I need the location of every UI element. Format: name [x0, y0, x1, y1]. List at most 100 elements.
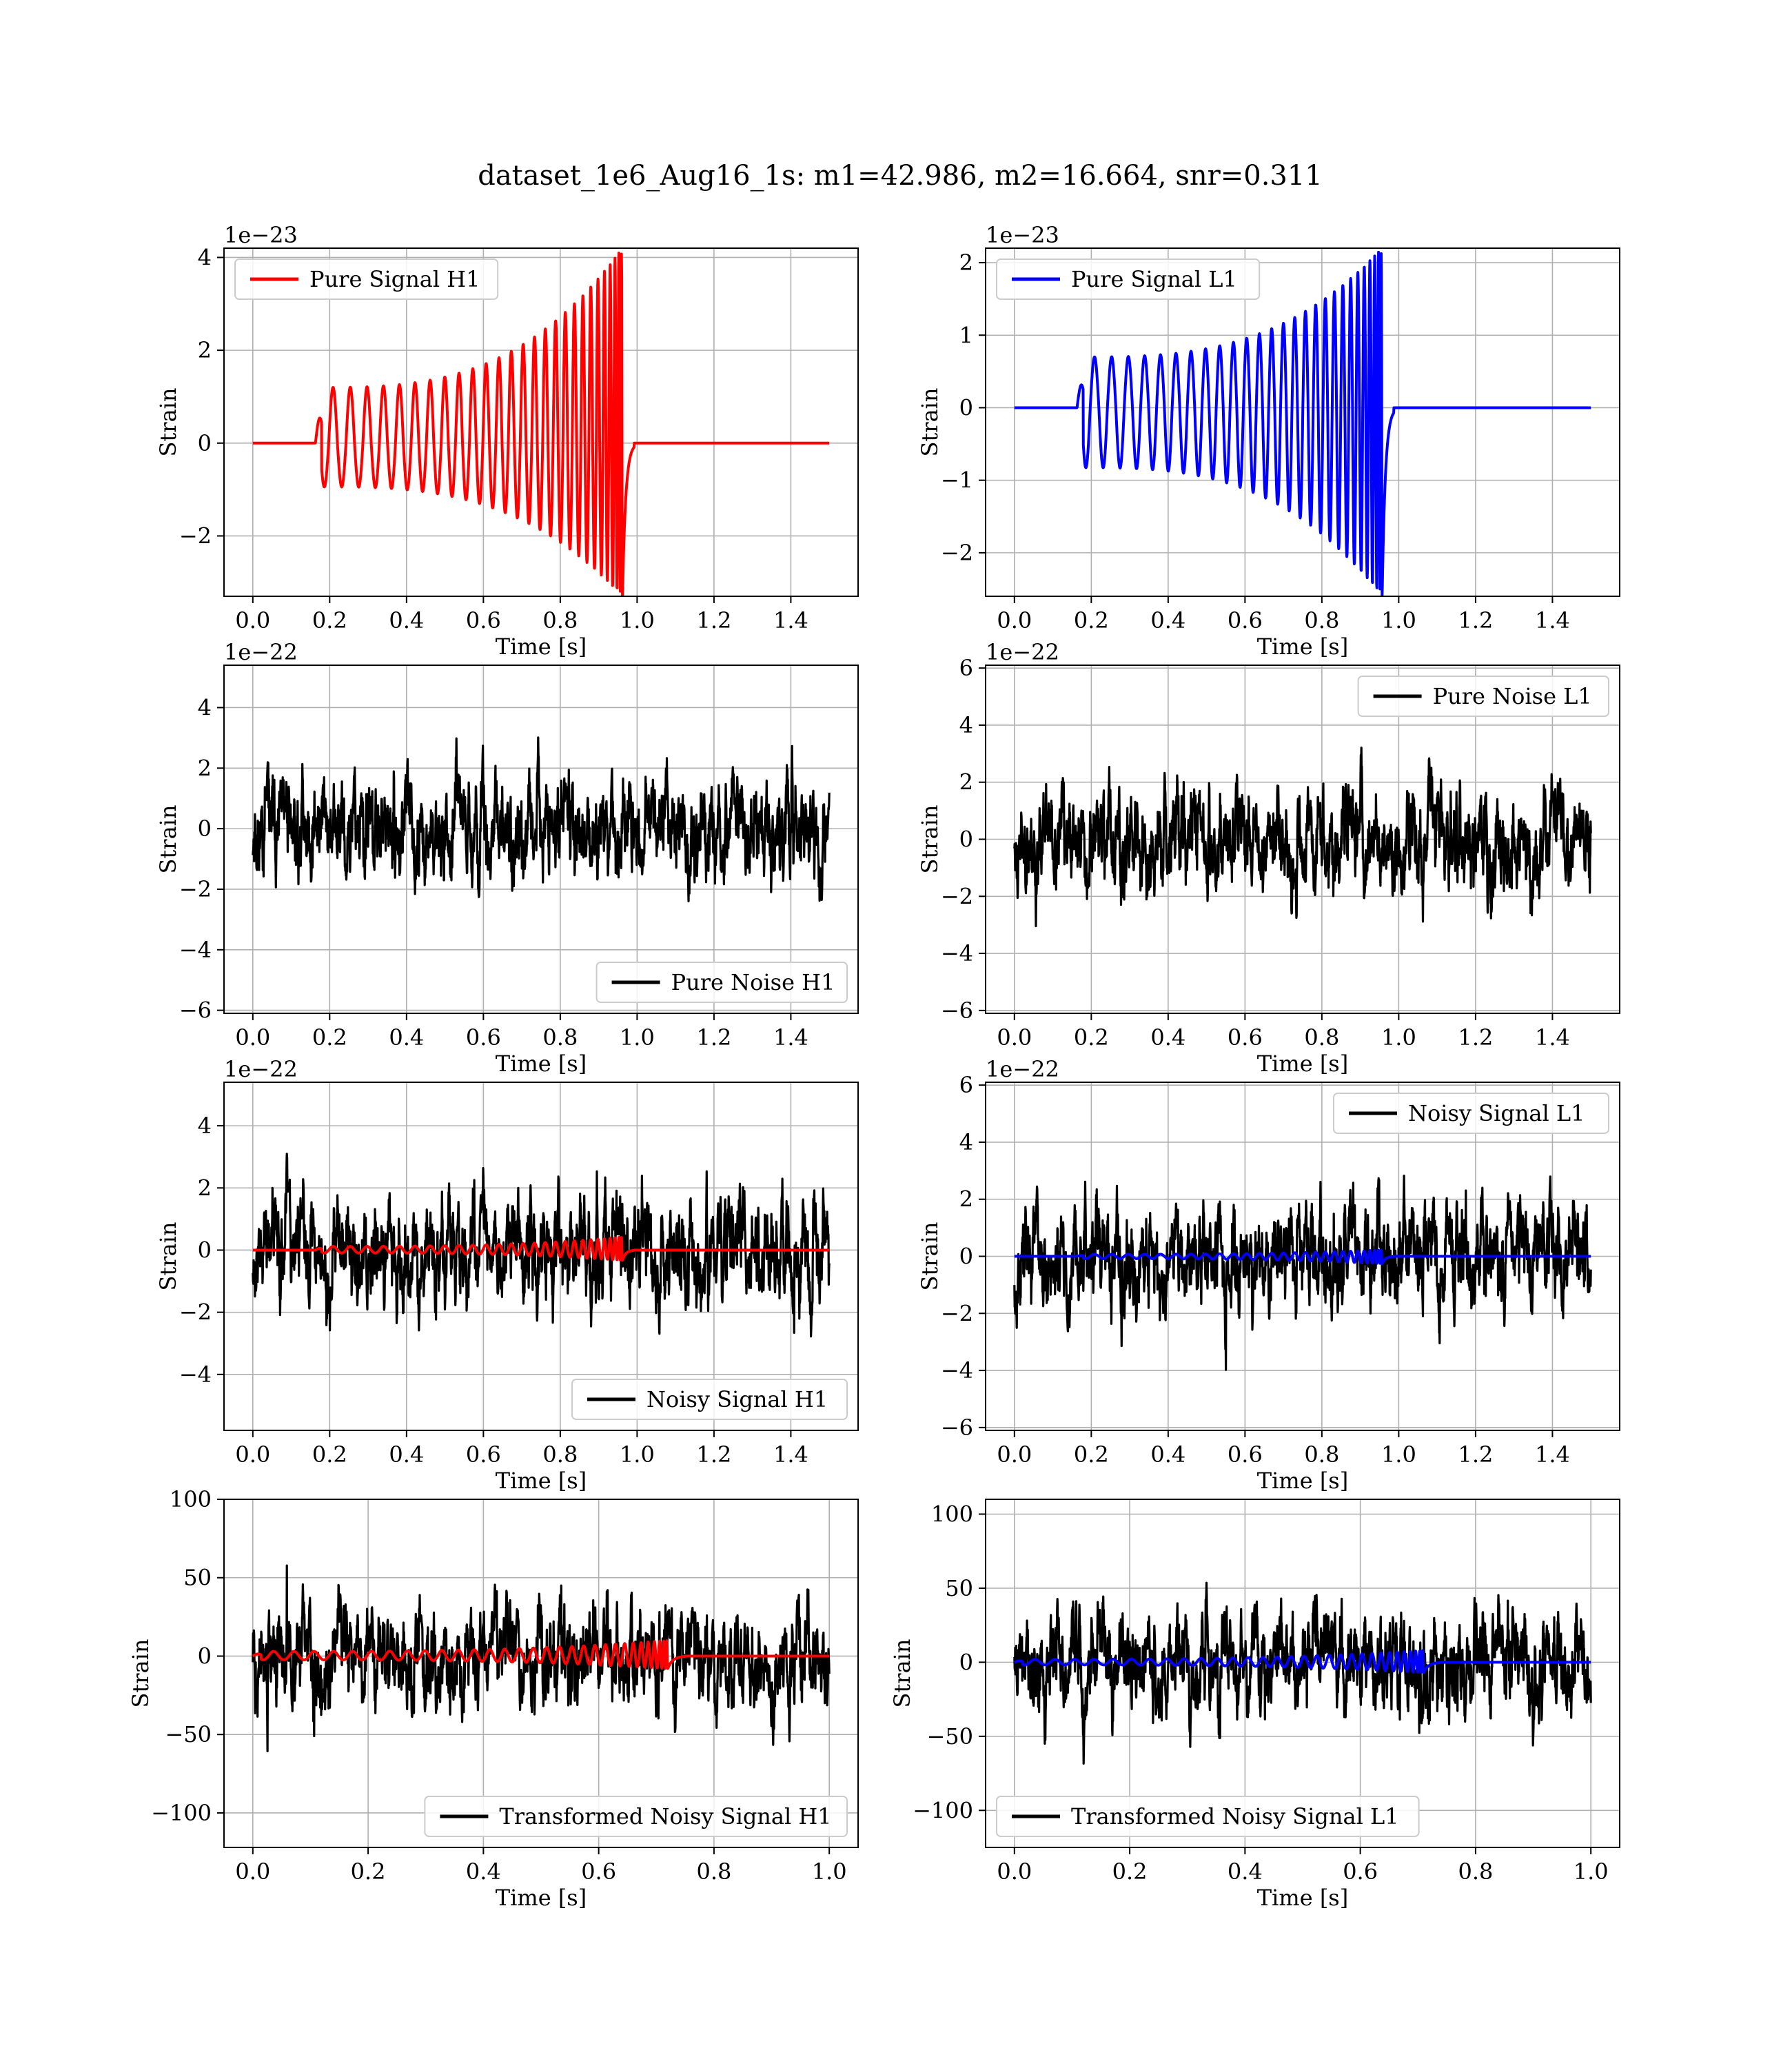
- axis-multiplier: 1e−22: [224, 639, 298, 665]
- x-tick-label: 1.0: [620, 607, 655, 633]
- figure-title: dataset_1e6_Aug16_1s: m1=42.986, m2=16.6…: [478, 160, 1323, 192]
- x-tick-label: 0.4: [466, 1858, 501, 1885]
- x-tick-label: 0.2: [351, 1858, 386, 1885]
- y-tick-label: 0: [198, 1237, 212, 1263]
- y-tick-label: 100: [931, 1501, 973, 1527]
- y-tick-label: 50: [183, 1565, 212, 1591]
- legend: Pure Noise H1: [595, 962, 848, 1003]
- series-group: [252, 1564, 831, 1752]
- series-line-overlay-1: [252, 1639, 831, 1670]
- axes-frame: [223, 247, 859, 597]
- y-axis-label: Strain: [155, 1222, 181, 1291]
- legend-label: Transformed Noisy Signal H1: [499, 1803, 831, 1829]
- axes-frame: [223, 665, 859, 1014]
- x-tick-label: 1.0: [620, 1024, 655, 1051]
- ticks: 0.0 0.2 0.4 0.6 0.8 1.0 1.2 1.4 −4 −2 0 2 4: [179, 1113, 808, 1468]
- legend: Noisy Signal H1: [571, 1379, 848, 1420]
- x-tick-label: 1.2: [1458, 1024, 1493, 1051]
- series-line-transformed-noisy-signal-h1: [252, 1564, 831, 1752]
- axis-multiplier: 1e−22: [224, 1056, 298, 1082]
- x-tick-label: 0.6: [1228, 1024, 1263, 1051]
- y-tick-label: −100: [151, 1800, 212, 1826]
- x-tick-label: 1.2: [696, 1441, 731, 1468]
- legend: Transformed Noisy Signal L1: [996, 1796, 1420, 1837]
- y-tick-label: −100: [913, 1797, 973, 1823]
- y-tick-label: 2: [959, 769, 973, 795]
- legend-label: Noisy Signal H1: [646, 1386, 828, 1412]
- x-tick-label: 1.2: [1458, 1441, 1493, 1468]
- axes-frame: [223, 1082, 859, 1431]
- x-tick-label: 1.0: [620, 1441, 655, 1468]
- y-tick-label: 0: [198, 430, 212, 456]
- ticks: 0.0 0.2 0.4 0.6 0.8 1.0 −100 −50 0 50 100: [151, 1486, 847, 1885]
- legend-frame: [571, 1379, 848, 1420]
- x-tick-label: 0.4: [389, 1024, 424, 1051]
- legend-frame: [595, 962, 848, 1003]
- x-axis-label: Time [s]: [496, 1468, 587, 1494]
- x-tick-label: 0.0: [235, 1441, 270, 1468]
- y-tick-label: 4: [198, 1113, 212, 1139]
- series-line-overlay-1: [1013, 1649, 1592, 1674]
- y-tick-label: −2: [179, 876, 212, 902]
- x-tick-label: 0.2: [1074, 607, 1109, 633]
- chart-noisy-signal-h1: 0.0 0.2 0.4 0.6 0.8 1.0 1.2 1.4 −4 −2 0 2 4 1e−22 Time…: [155, 1056, 859, 1494]
- y-tick-label: −6: [941, 997, 973, 1024]
- y-tick-label: −2: [941, 883, 973, 909]
- y-axis-label: Strain: [917, 805, 943, 874]
- x-tick-label: 1.4: [1535, 607, 1570, 633]
- axes-frame: [985, 247, 1620, 597]
- axis-multiplier: 1e−22: [986, 639, 1059, 665]
- x-tick-label: 1.4: [1535, 1441, 1570, 1468]
- y-tick-label: 2: [198, 755, 212, 781]
- x-axis-label: Time [s]: [1257, 633, 1348, 660]
- y-tick-label: −4: [941, 1357, 973, 1383]
- x-tick-label: 0.4: [1150, 607, 1185, 633]
- chart-transformed-noisy-signal-h1: 0.0 0.2 0.4 0.6 0.8 1.0 −100 −50 0 50 100 Time [s] S…: [128, 1486, 859, 1911]
- legend: Pure Signal L1: [996, 258, 1261, 300]
- y-tick-label: 1: [959, 322, 973, 348]
- y-tick-label: 4: [198, 694, 212, 720]
- legend-label: Transformed Noisy Signal L1: [1071, 1803, 1399, 1829]
- y-tick-label: 50: [945, 1575, 973, 1601]
- axis-multiplier: 1e−23: [224, 222, 298, 248]
- x-tick-label: 0.0: [235, 607, 270, 633]
- x-tick-label: 1.2: [696, 607, 731, 633]
- x-tick-label: 0.8: [542, 607, 578, 633]
- y-tick-label: −50: [926, 1723, 973, 1750]
- x-tick-label: 0.2: [1074, 1024, 1109, 1051]
- x-tick-label: 0.2: [312, 1441, 347, 1468]
- x-tick-label: 0.0: [997, 1441, 1032, 1468]
- x-tick-label: 1.0: [1381, 607, 1416, 633]
- x-tick-label: 1.4: [773, 1024, 808, 1051]
- x-tick-label: 0.6: [466, 1441, 501, 1468]
- x-tick-label: 0.8: [1304, 1441, 1339, 1468]
- legend: Transformed Noisy Signal H1: [424, 1796, 848, 1837]
- y-tick-label: −2: [941, 540, 973, 566]
- y-tick-label: 0: [959, 1649, 973, 1675]
- x-tick-label: 0.0: [235, 1024, 270, 1051]
- y-tick-label: 2: [959, 1186, 973, 1213]
- legend: Pure Noise L1: [1357, 676, 1609, 717]
- series-line-pure-noise-h1: [252, 736, 831, 902]
- x-tick-label: 0.0: [997, 607, 1032, 633]
- legend-label: Pure Noise L1: [1433, 683, 1592, 709]
- y-tick-label: 6: [959, 655, 973, 681]
- y-axis-label: Strain: [917, 388, 943, 457]
- chart-transformed-noisy-signal-l1: 0.0 0.2 0.4 0.6 0.8 1.0 −100 −50 0 50 100 Time [s] S…: [889, 1499, 1620, 1911]
- chart-pure-signal-l1: 0.0 0.2 0.4 0.6 0.8 1.0 1.2 1.4 −2 −1 0 1 2 1e−23 Time…: [917, 222, 1620, 660]
- x-tick-label: 1.4: [773, 607, 808, 633]
- y-tick-label: −2: [179, 523, 212, 549]
- y-tick-label: 0: [198, 1643, 212, 1669]
- chart-pure-noise-l1: 0.0 0.2 0.4 0.6 0.8 1.0 1.2 1.4 −6 −4 −2 0 2 4 6 1e−22 T…: [917, 639, 1620, 1077]
- x-tick-label: 1.0: [1381, 1024, 1416, 1051]
- ticks: 0.0 0.2 0.4 0.6 0.8 1.0 −100 −50 0 50 100: [913, 1501, 1609, 1885]
- x-axis-label: Time [s]: [496, 1051, 587, 1077]
- x-tick-label: 0.6: [1228, 607, 1263, 633]
- axes-frame: [223, 1499, 859, 1848]
- y-tick-label: 4: [959, 712, 973, 738]
- x-axis-label: Time [s]: [1257, 1468, 1348, 1494]
- y-tick-label: −4: [179, 1361, 212, 1388]
- y-tick-label: −2: [941, 1300, 973, 1326]
